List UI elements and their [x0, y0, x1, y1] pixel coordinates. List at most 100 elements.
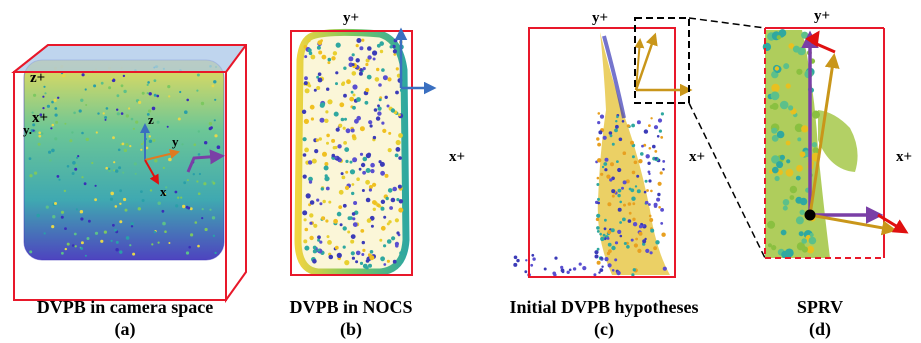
point-dot [212, 181, 216, 185]
point-dot [616, 270, 621, 276]
point-dot [372, 182, 377, 187]
point-dot [129, 244, 132, 247]
point-dot [156, 120, 160, 124]
point-dot [28, 157, 32, 161]
point-dot [339, 102, 345, 108]
point-dot [788, 43, 795, 49]
point-dot [157, 201, 161, 205]
point-dot [365, 266, 369, 270]
point-dot [204, 141, 208, 145]
point-cloud-d [765, 30, 830, 258]
point-dot [359, 126, 365, 132]
point-dot [779, 154, 786, 160]
point-dot [161, 209, 165, 213]
point-dot [123, 148, 128, 153]
point-dot [647, 170, 651, 174]
point-dot [198, 172, 201, 176]
point-dot [572, 267, 577, 271]
point-dot [88, 219, 91, 223]
point-dot [604, 168, 608, 172]
point-dot [196, 73, 200, 77]
point-dot [627, 202, 632, 206]
point-dot [362, 170, 366, 175]
point-dot [213, 119, 216, 122]
point-dot [215, 152, 218, 155]
point-dot [351, 71, 357, 76]
point-dot [358, 167, 362, 171]
arrow-red-d-3 [877, 213, 909, 234]
point-dot [615, 124, 619, 129]
point-dot [114, 205, 118, 208]
point-dot [147, 81, 150, 84]
point-dot [801, 246, 809, 253]
point-dot [305, 193, 311, 199]
point-dot [657, 192, 661, 197]
point-dot [324, 174, 328, 178]
point-dot [811, 110, 821, 119]
point-dot [145, 146, 149, 150]
point-dot [598, 271, 601, 274]
point-dot [606, 174, 611, 179]
point-dot [141, 91, 145, 95]
point-dot [204, 227, 208, 232]
point-dot [767, 220, 776, 229]
point-dot [74, 167, 78, 171]
point-dot [350, 128, 355, 133]
point-dot [122, 74, 126, 78]
point-dot [317, 238, 321, 242]
point-dot [799, 197, 808, 206]
point-dot [94, 198, 97, 202]
point-dot [397, 113, 401, 117]
arrow-gold-c-1 [634, 32, 658, 91]
point-dot [375, 116, 381, 121]
point-dot [60, 215, 64, 219]
point-dot [370, 224, 374, 228]
point-dot [324, 118, 329, 124]
point-dot [342, 226, 347, 231]
box-top-face [14, 45, 246, 72]
point-dot [391, 236, 396, 241]
point-dot [121, 142, 125, 146]
point-dot [309, 235, 314, 241]
point-dot [380, 199, 386, 204]
point-dot [385, 196, 389, 201]
point-dot [119, 189, 122, 193]
point-dot [181, 143, 184, 146]
point-dot [632, 202, 636, 206]
point-dot [378, 83, 382, 87]
point-dot [611, 189, 616, 194]
point-dot [809, 233, 814, 237]
point-dot [380, 170, 385, 176]
arrow-gold-d-up [808, 53, 840, 216]
point-dot [617, 229, 622, 234]
point-dot [597, 112, 601, 115]
point-dot [180, 196, 183, 199]
point-dot [355, 260, 359, 264]
point-dot [140, 148, 143, 151]
point-dot [525, 259, 528, 262]
point-cloud-dots-a [28, 64, 221, 257]
point-dot [361, 253, 365, 256]
point-dot [115, 240, 119, 244]
point-dot [367, 55, 372, 60]
point-dot [645, 154, 650, 159]
point-dot [117, 148, 121, 152]
point-dot [797, 137, 802, 142]
point-dot [214, 98, 217, 101]
point-dot [197, 244, 200, 248]
point-dot [113, 161, 116, 164]
point-dot [157, 241, 160, 244]
point-dot [61, 251, 64, 255]
point-dot [342, 126, 346, 130]
point-dot [384, 95, 388, 100]
point-dot [85, 104, 88, 106]
axis-label-x-plus-c: x+ [689, 149, 705, 165]
point-dot [208, 127, 212, 131]
point-dot [355, 58, 360, 63]
point-dot [304, 245, 310, 251]
point-dot [359, 152, 364, 156]
point-dot [368, 185, 373, 189]
point-dot [133, 162, 137, 166]
point-dot [812, 147, 819, 154]
point-dot [179, 90, 182, 94]
